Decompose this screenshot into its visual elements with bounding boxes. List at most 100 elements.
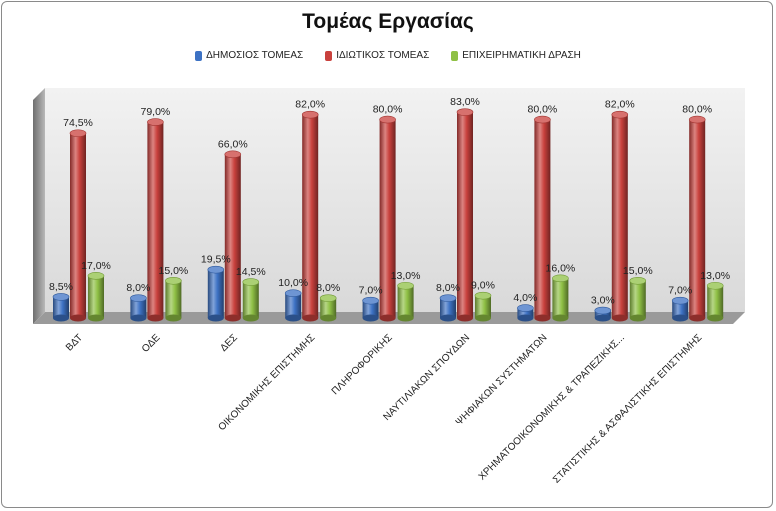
bar bbox=[629, 276, 647, 322]
bar-cap bbox=[439, 294, 457, 302]
bar-cap bbox=[301, 110, 319, 119]
bar bbox=[552, 274, 569, 322]
bar-body bbox=[397, 285, 414, 318]
bar-base bbox=[534, 314, 551, 322]
bar-body bbox=[475, 295, 491, 318]
bar-cap bbox=[517, 304, 534, 312]
x-tick-label: ΨΗΦΙΑΚΩΝ ΣΥΣΤΗΜΑΤΩΝ bbox=[454, 332, 550, 428]
data-label: 15,0% bbox=[159, 265, 189, 277]
legend-swatch-private bbox=[325, 50, 333, 61]
x-tick-label: ΠΛΗΡΟΦΟΡΙΚΗΣ bbox=[330, 332, 395, 397]
bar-cap bbox=[611, 110, 629, 119]
legend-item-private: ΙΔΙΩΤΙΚΟΣ ΤΟΜΕΑΣ bbox=[325, 50, 429, 61]
bar-base bbox=[320, 314, 337, 322]
bar-body bbox=[457, 112, 473, 318]
bar-cap bbox=[52, 293, 70, 301]
bar-body bbox=[320, 298, 337, 318]
bar-cap bbox=[688, 115, 706, 124]
bar-body bbox=[285, 293, 302, 318]
bar-body bbox=[165, 280, 182, 318]
bar-body bbox=[534, 119, 551, 318]
bar-cap bbox=[69, 129, 87, 138]
bar-body bbox=[707, 285, 724, 318]
legend-item-business: ΕΠΙΧΕΙΡΗΜΑΤΙΚΗ ΔΡΑΣΗ bbox=[451, 50, 581, 61]
bar-cap bbox=[552, 274, 569, 283]
bar-cap bbox=[379, 115, 396, 124]
bar-body bbox=[379, 119, 396, 318]
bar-base bbox=[552, 314, 569, 322]
bar-cap bbox=[706, 281, 724, 290]
data-label: 9,0% bbox=[471, 280, 495, 292]
data-label: 8,5% bbox=[49, 281, 73, 293]
data-label: 16,0% bbox=[546, 262, 576, 274]
bar-base bbox=[224, 314, 241, 322]
bar-cap bbox=[147, 118, 164, 126]
bar bbox=[517, 304, 534, 322]
bar bbox=[688, 115, 706, 322]
data-label: 79,0% bbox=[141, 106, 171, 118]
bar bbox=[456, 108, 474, 322]
bar-base bbox=[70, 314, 86, 322]
bar bbox=[207, 265, 225, 322]
bar bbox=[362, 296, 379, 322]
bar-body bbox=[88, 275, 104, 318]
bar-cap bbox=[362, 296, 379, 305]
bar-base bbox=[707, 314, 724, 322]
bar bbox=[379, 115, 396, 322]
bars-layer bbox=[52, 108, 724, 322]
bar-body bbox=[440, 298, 456, 318]
bar-body bbox=[552, 278, 569, 318]
bar-cap bbox=[534, 115, 551, 124]
bar-cap bbox=[242, 278, 260, 286]
bar-body bbox=[302, 114, 319, 318]
bar bbox=[706, 281, 724, 322]
data-label: 8,0% bbox=[316, 282, 340, 294]
bar-base bbox=[611, 314, 628, 322]
legend-swatch-business bbox=[451, 50, 459, 61]
x-tick-label: ΔΕΣ bbox=[218, 332, 240, 354]
legend-label-business: ΕΠΙΧΕΙΡΗΜΑΤΙΚΗ ΔΡΑΣΗ bbox=[462, 50, 581, 61]
bar bbox=[474, 291, 492, 322]
bar-base bbox=[130, 314, 147, 322]
bar bbox=[397, 281, 414, 322]
bar-body bbox=[362, 300, 379, 318]
bar-base bbox=[594, 314, 611, 322]
bar-cap bbox=[319, 294, 337, 302]
bar-cap bbox=[671, 296, 689, 305]
x-tick-label: ΧΡΗΜΑΤΟΟΙΚΟΝΟΜΙΚΗΣ & ΤΡΑΠΕΖΙΚΗΣ... bbox=[477, 332, 627, 482]
data-label: 82,0% bbox=[605, 99, 635, 111]
bar-body bbox=[70, 133, 86, 318]
x-tick-label: ΟΔΕ bbox=[140, 332, 163, 355]
x-tick-label: ΒΔΤ bbox=[64, 332, 85, 353]
bar-body bbox=[629, 280, 646, 318]
bar-base bbox=[475, 314, 491, 322]
bar bbox=[594, 306, 612, 322]
bar-base bbox=[207, 314, 224, 322]
bar-body bbox=[147, 122, 164, 318]
bar-cap bbox=[284, 289, 302, 298]
bar-cap bbox=[456, 108, 474, 116]
bar bbox=[130, 294, 147, 322]
data-label: 14,5% bbox=[236, 266, 266, 278]
bar-body bbox=[242, 282, 259, 318]
chart-title: Τομέας Εργασίας bbox=[302, 10, 474, 33]
bar-base bbox=[397, 314, 414, 322]
bar bbox=[611, 110, 629, 322]
bar-cap bbox=[87, 272, 105, 280]
bar-body bbox=[53, 296, 69, 318]
bar-base bbox=[379, 314, 396, 322]
data-label: 4,0% bbox=[513, 292, 537, 304]
data-label: 7,0% bbox=[668, 285, 692, 297]
data-label: 15,0% bbox=[623, 265, 653, 277]
data-label: 80,0% bbox=[682, 104, 712, 116]
bar bbox=[165, 276, 182, 322]
bar bbox=[439, 294, 457, 322]
bar-base bbox=[362, 314, 379, 322]
bar-cap bbox=[165, 276, 182, 285]
data-label: 83,0% bbox=[450, 96, 480, 108]
data-label: 8,0% bbox=[436, 282, 460, 294]
bar-body bbox=[611, 114, 628, 318]
data-label: 7,0% bbox=[359, 285, 383, 297]
bar-base bbox=[165, 314, 182, 322]
legend-label-public: ΔΗΜΟΣΙΟΣ ΤΟΜΕΑΣ bbox=[206, 50, 304, 61]
